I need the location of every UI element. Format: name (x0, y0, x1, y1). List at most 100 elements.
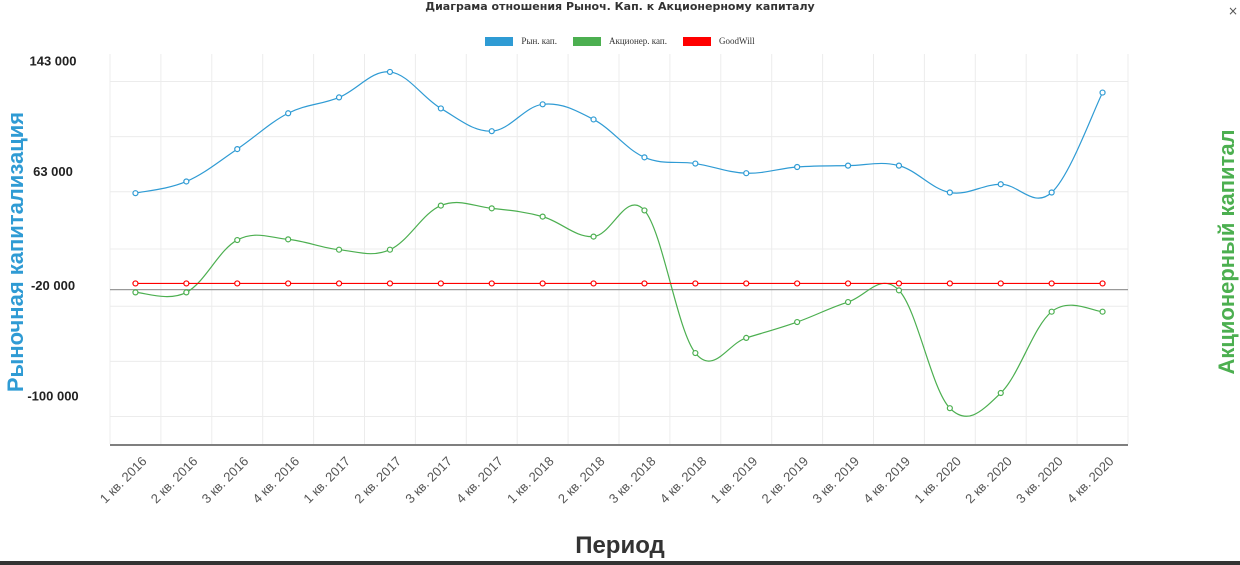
data-point (539, 101, 546, 108)
x-tick-label: 2 кв. 2019 (759, 454, 812, 507)
data-point (488, 128, 495, 135)
data-point (743, 170, 750, 177)
data-point (590, 280, 597, 287)
legend-label: Рын. кап. (521, 36, 557, 46)
data-point (844, 280, 852, 287)
data-point (335, 246, 343, 253)
bottom-divider (0, 561, 1240, 565)
x-tick-label: 1 кв. 2019 (708, 454, 761, 507)
data-point (183, 289, 190, 296)
data-point (794, 163, 801, 171)
data-point (794, 318, 801, 326)
data-point (641, 280, 648, 287)
data-point (692, 280, 699, 287)
x-tick-label: 1 кв. 2017 (300, 454, 353, 507)
data-point (285, 280, 292, 287)
y-tick-label: -20 000 (31, 278, 75, 293)
data-point (335, 94, 343, 101)
legend-swatch (682, 36, 711, 46)
data-point (997, 280, 1004, 287)
x-tick-label: 4 кв. 2017 (453, 454, 506, 507)
data-point (946, 405, 953, 412)
x-tick-label: 4 кв. 2020 (1064, 454, 1117, 507)
legend-item-market-cap[interactable]: Рын. кап. (485, 36, 557, 46)
x-tick-label: 3 кв. 2017 (402, 454, 455, 507)
data-point (285, 236, 292, 243)
data-point (1048, 189, 1055, 196)
data-point (692, 349, 699, 357)
data-point (895, 162, 903, 169)
y-axis-ticks: 143 000 63 000 -20 000 -100 000 (27, 54, 78, 404)
x-tick-label: 1 кв. 2016 (97, 454, 150, 507)
x-tick-label: 2 кв. 2020 (962, 454, 1015, 507)
data-point (488, 280, 495, 287)
legend-label: Акционер. кап. (608, 36, 667, 46)
data-point (437, 105, 444, 112)
y-tick-label: -100 000 (27, 388, 78, 403)
data-point (386, 280, 394, 287)
close-icon[interactable]: × (1227, 4, 1238, 18)
chart-title: Диаграма отношения Рыноч. Кап. к Акционе… (425, 0, 815, 13)
x-tick-label: 3 кв. 2016 (199, 454, 252, 507)
data-point (946, 189, 953, 196)
data-point (895, 287, 903, 294)
x-tick-label: 3 кв. 2019 (809, 454, 862, 507)
x-tick-label: 2 кв. 2017 (351, 454, 404, 507)
data-point (539, 280, 546, 287)
x-tick-label: 1 кв. 2018 (504, 454, 557, 507)
x-tick-label: 4 кв. 2019 (860, 454, 913, 507)
legend: Рын. кап. Акционер. кап. GoodWill (0, 36, 1240, 46)
data-point (641, 154, 648, 161)
legend-swatch (485, 36, 514, 46)
legend-swatch (572, 36, 601, 46)
data-point (844, 298, 852, 306)
data-point (234, 280, 241, 287)
data-point (386, 68, 394, 76)
data-point (946, 280, 953, 287)
data-point (895, 280, 903, 287)
y-tick-label: 143 000 (30, 54, 77, 69)
x-tick-label: 4 кв. 2018 (657, 454, 710, 507)
data-point (794, 280, 801, 287)
grid (109, 54, 1129, 446)
data-point (132, 190, 139, 197)
data-point (539, 213, 546, 220)
data-point (1048, 280, 1055, 287)
data-point (437, 280, 444, 287)
data-point (437, 202, 444, 209)
x-tick-label: 1 кв. 2020 (911, 454, 964, 507)
data-point (1048, 308, 1055, 315)
data-point (386, 246, 394, 253)
data-point (234, 145, 241, 153)
data-point (997, 389, 1004, 397)
x-tick-label: 3 кв. 2018 (606, 454, 659, 507)
x-tick-label: 2 кв. 2016 (148, 454, 201, 507)
data-point (692, 160, 699, 167)
data-point (285, 110, 292, 117)
x-axis-title: Период (575, 532, 665, 559)
data-point (335, 280, 343, 287)
data-point (132, 289, 139, 296)
data-point (844, 162, 852, 169)
series-points (132, 68, 1106, 412)
x-tick-label: 3 кв. 2020 (1013, 454, 1066, 507)
data-point (743, 280, 750, 287)
x-tick-label: 4 кв. 2016 (250, 454, 303, 507)
data-point (488, 205, 495, 212)
data-point (132, 280, 139, 287)
data-point (1099, 89, 1106, 96)
legend-item-goodwill[interactable]: GoodWill (682, 36, 755, 46)
data-point (1099, 280, 1106, 287)
data-point (997, 181, 1004, 188)
data-point (641, 207, 648, 214)
data-point (590, 116, 597, 123)
data-point (183, 178, 190, 185)
legend-item-equity[interactable]: Акционер. кап. (572, 36, 667, 46)
data-point (743, 334, 750, 341)
data-point (234, 236, 241, 244)
legend-label: GoodWill (718, 36, 755, 46)
data-point (590, 233, 597, 240)
data-point (183, 280, 190, 287)
